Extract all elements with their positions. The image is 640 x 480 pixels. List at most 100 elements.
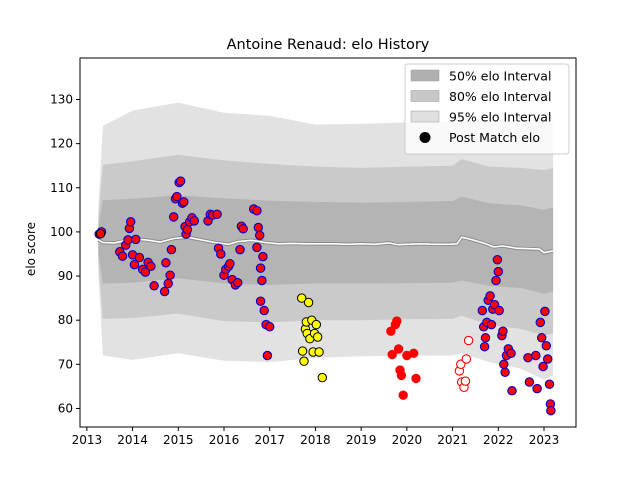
data-point: [393, 344, 404, 354]
legend-swatch: [410, 110, 440, 123]
data-point: [538, 361, 548, 372]
data-point: [477, 305, 488, 316]
x-tick-label: 2023: [529, 433, 560, 447]
data-point: [163, 278, 173, 289]
x-tick-label: 2013: [72, 433, 103, 447]
y-tick-label: 120: [50, 137, 73, 151]
y-tick-label: 110: [50, 181, 73, 195]
data-point: [257, 275, 267, 286]
data-point: [95, 228, 106, 239]
legend-label: 80% elo Interval: [449, 89, 551, 104]
data-point: [123, 235, 133, 245]
x-tick-label: 2014: [117, 433, 148, 447]
data-point: [235, 244, 245, 255]
data-point: [532, 383, 542, 394]
data-point: [411, 373, 421, 384]
data-point: [546, 405, 556, 416]
data-point: [216, 249, 226, 259]
data-point: [460, 376, 471, 386]
legend-label: 95% elo Interval: [449, 110, 551, 125]
y-tick-label: 100: [50, 225, 73, 239]
data-point: [386, 326, 396, 336]
data-point: [146, 261, 156, 272]
data-point: [262, 350, 273, 361]
chart-title: Antoine Renaud: elo History: [227, 37, 430, 53]
data-point: [398, 390, 408, 400]
mean-line: [97, 236, 554, 254]
data-point: [131, 234, 141, 245]
data-point: [313, 332, 323, 342]
y-tick-label: 80: [58, 313, 73, 327]
data-point: [499, 359, 509, 370]
data-point: [542, 354, 553, 364]
x-tick-label: 2022: [483, 433, 514, 447]
y-tick-label: 60: [58, 401, 73, 415]
legend-swatch: [410, 69, 440, 82]
data-point: [117, 251, 128, 261]
legend-label: Post Match elo: [449, 130, 540, 145]
data-point: [212, 209, 222, 220]
data-point: [540, 306, 550, 317]
data-point: [166, 244, 177, 255]
data-point: [494, 305, 504, 316]
data-point: [297, 346, 308, 356]
legend-swatch: [410, 90, 440, 102]
data-point: [134, 252, 145, 263]
data-point: [500, 367, 510, 378]
data-point: [523, 352, 533, 363]
data-point: [182, 224, 193, 235]
data-point: [255, 263, 266, 273]
data-point: [303, 297, 314, 308]
legend-marker: [419, 132, 431, 143]
legend: 50% elo Interval 80% elo Interval 95% elo …: [404, 63, 570, 155]
post-match-points: [94, 176, 556, 416]
data-point: [485, 291, 495, 301]
x-tick-label: 2018: [300, 433, 331, 447]
mean-elo-line: [97, 235, 554, 255]
data-point: [544, 379, 555, 389]
data-point: [125, 217, 136, 227]
data-point: [232, 277, 243, 288]
axes: 2013 2014 2015 2016 2017 2018 2019 2020 2021 2022…: [50, 57, 577, 447]
data-point: [486, 319, 497, 330]
data-point: [253, 222, 264, 233]
data-point: [165, 270, 175, 280]
data-point: [254, 230, 265, 241]
data-point: [252, 242, 262, 253]
data-point: [314, 347, 324, 357]
data-point: [498, 326, 508, 336]
x-tick-label: 2017: [254, 433, 285, 447]
data-point: [491, 275, 501, 286]
data-point: [531, 350, 541, 361]
data-point: [225, 258, 235, 269]
data-point: [461, 354, 472, 364]
y-tick-label: 90: [58, 269, 73, 283]
data-point: [179, 197, 189, 207]
data-point: [317, 372, 327, 383]
y-tick-label: 70: [58, 357, 73, 371]
data-point: [524, 377, 535, 387]
legend-box: [404, 63, 570, 155]
data-point: [264, 322, 275, 332]
data-point: [175, 176, 186, 186]
data-point: [149, 281, 159, 291]
data-point: [409, 348, 419, 358]
data-point: [311, 319, 321, 330]
data-point: [252, 205, 262, 216]
data-point: [168, 212, 179, 222]
x-tick-label: 2015: [163, 433, 194, 447]
data-point: [189, 216, 200, 226]
data-point: [297, 293, 307, 303]
data-point: [255, 296, 266, 306]
data-point: [536, 333, 547, 343]
data-point: [492, 254, 503, 265]
interval-bands: [98, 102, 554, 380]
data-point: [392, 316, 402, 326]
data-point: [238, 224, 248, 234]
data-point: [387, 349, 397, 360]
data-point: [159, 286, 170, 297]
data-point: [480, 333, 491, 343]
data-point: [258, 251, 268, 262]
